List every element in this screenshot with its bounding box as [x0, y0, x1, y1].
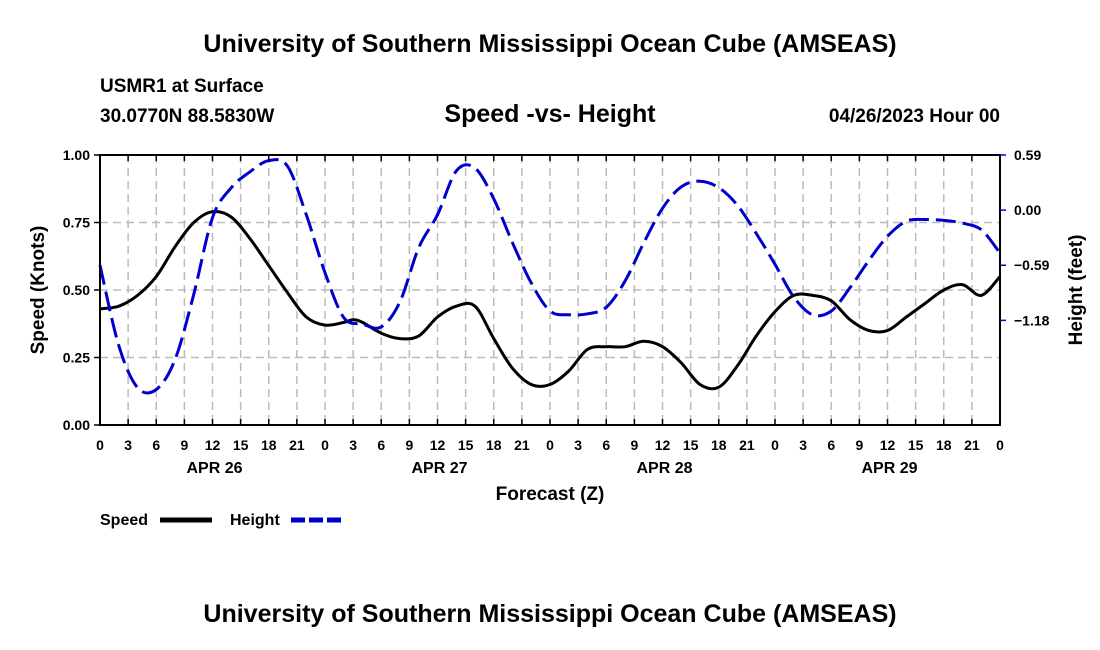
- x-tick-label: 12: [655, 437, 671, 453]
- series-line-height: [98, 158, 1002, 395]
- date-label: APR 26: [186, 460, 242, 477]
- legend-height-label: Height: [230, 512, 280, 529]
- x-tick-label: 6: [152, 437, 160, 453]
- y-right-tick-label: −0.59: [1014, 257, 1050, 273]
- y-left-tick-label: 0.50: [63, 282, 90, 298]
- x-tick-label: 15: [908, 437, 924, 453]
- x-tick-label: 3: [349, 437, 357, 453]
- y-left-tick-label: 0.25: [63, 350, 90, 366]
- x-tick-label: 18: [936, 437, 952, 453]
- page-title: University of Southern Mississippi Ocean…: [203, 30, 897, 58]
- x-tick-label: 15: [683, 437, 699, 453]
- x-tick-label: 12: [430, 437, 446, 453]
- x-tick-label: 15: [458, 437, 474, 453]
- x-tick-label: 9: [630, 437, 638, 453]
- x-tick-label: 9: [180, 437, 188, 453]
- legend-speed-label: Speed: [100, 512, 148, 529]
- forecast-datetime: 04/26/2023 Hour 00: [828, 106, 1000, 127]
- x-tick-label: 18: [486, 437, 502, 453]
- y-axis-right-title: Height (feet): [1066, 235, 1087, 346]
- x-tick-label: 21: [514, 437, 530, 453]
- x-tick-label: 21: [964, 437, 980, 453]
- y-left-tick-label: 0.75: [63, 215, 90, 231]
- y-left-tick-label: 0.00: [63, 417, 90, 433]
- date-label: APR 28: [636, 460, 692, 477]
- x-tick-label: 3: [124, 437, 132, 453]
- x-tick-label: 18: [711, 437, 727, 453]
- x-tick-label: 0: [996, 437, 1004, 453]
- x-tick-label: 18: [261, 437, 277, 453]
- x-tick-label: 0: [546, 437, 554, 453]
- station-coordinates: 30.0770N 88.5830W: [100, 106, 275, 127]
- axes: 0 3 6 9 12 15 18 21 0 3 6 9 12 15 18 21 0 3 6 9 12 15 18 21 0 3 6 9…: [63, 147, 1050, 477]
- x-tick-label: 15: [233, 437, 249, 453]
- x-tick-label: 0: [96, 437, 104, 453]
- date-label: APR 29: [861, 460, 917, 477]
- data-series: [98, 158, 1002, 395]
- date-label: APR 27: [411, 460, 467, 477]
- legend: Speed Height: [100, 512, 342, 529]
- y-left-tick-label: 1.00: [63, 147, 90, 163]
- x-tick-label: 6: [827, 437, 835, 453]
- x-tick-label: 9: [855, 437, 863, 453]
- speed-height-chart: 0 3 6 9 12 15 18 21 0 3 6 9 12 15 18 21 0 3 6 9 12 15 18 21 0 3 6 9…: [28, 147, 1087, 529]
- x-tick-label: 3: [574, 437, 582, 453]
- y-axis-left-title: Speed (Knots): [28, 226, 49, 355]
- y-right-tick-label: 0.00: [1014, 202, 1041, 218]
- y-right-tick-label: 0.59: [1014, 147, 1041, 163]
- series-line-speed: [99, 209, 1002, 391]
- y-right-tick-label: −1.18: [1014, 312, 1050, 328]
- x-tick-label: 0: [321, 437, 329, 453]
- x-tick-label: 21: [289, 437, 305, 453]
- chart-subtitle: Speed -vs- Height: [444, 100, 656, 128]
- x-tick-label: 6: [377, 437, 385, 453]
- x-tick-label: 12: [205, 437, 221, 453]
- x-tick-label: 12: [880, 437, 896, 453]
- x-tick-label: 9: [405, 437, 413, 453]
- x-tick-label: 6: [602, 437, 610, 453]
- grid-lines: [100, 155, 1000, 425]
- x-axis-title: Forecast (Z): [496, 484, 605, 505]
- footer-title: University of Southern Mississippi Ocean…: [203, 600, 897, 628]
- station-label: USMR1 at Surface: [100, 76, 264, 97]
- x-tick-label: 3: [799, 437, 807, 453]
- x-tick-label: 21: [739, 437, 755, 453]
- x-tick-label: 0: [771, 437, 779, 453]
